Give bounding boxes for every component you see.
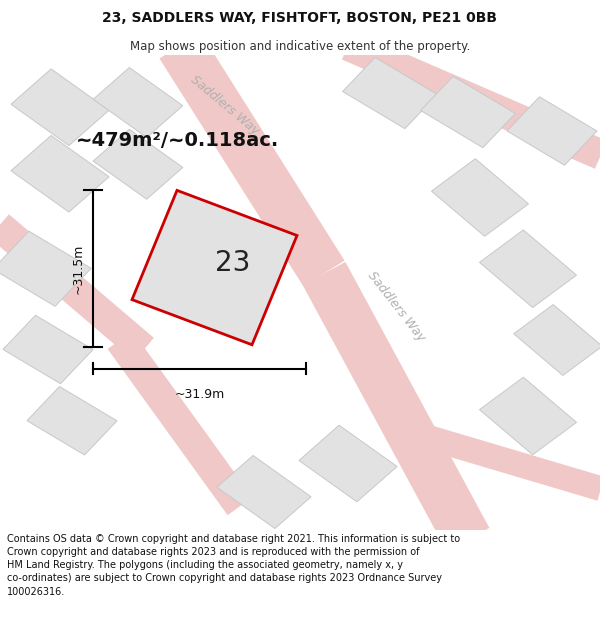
Text: Saddlers Way: Saddlers Way bbox=[365, 269, 427, 344]
Text: ~31.9m: ~31.9m bbox=[175, 389, 224, 401]
Polygon shape bbox=[217, 456, 311, 529]
Text: 23, SADDLERS WAY, FISHTOFT, BOSTON, PE21 0BB: 23, SADDLERS WAY, FISHTOFT, BOSTON, PE21… bbox=[103, 11, 497, 25]
Text: 23: 23 bbox=[215, 249, 250, 277]
Polygon shape bbox=[11, 69, 109, 146]
Polygon shape bbox=[93, 68, 183, 138]
Polygon shape bbox=[431, 159, 529, 236]
Text: Contains OS data © Crown copyright and database right 2021. This information is : Contains OS data © Crown copyright and d… bbox=[7, 534, 460, 597]
Text: ~479m²/~0.118ac.: ~479m²/~0.118ac. bbox=[76, 131, 278, 150]
Polygon shape bbox=[3, 315, 93, 384]
Polygon shape bbox=[93, 129, 183, 199]
Polygon shape bbox=[343, 58, 437, 129]
Polygon shape bbox=[479, 230, 577, 308]
Polygon shape bbox=[514, 304, 600, 376]
Polygon shape bbox=[27, 386, 117, 455]
Polygon shape bbox=[421, 76, 515, 148]
Text: Saddlers Way: Saddlers Way bbox=[188, 72, 262, 137]
Polygon shape bbox=[132, 191, 297, 345]
Polygon shape bbox=[0, 231, 91, 306]
Polygon shape bbox=[299, 425, 397, 502]
Polygon shape bbox=[11, 136, 109, 212]
Text: ~31.5m: ~31.5m bbox=[71, 244, 85, 294]
Polygon shape bbox=[479, 378, 577, 455]
Polygon shape bbox=[507, 97, 597, 165]
Text: Map shows position and indicative extent of the property.: Map shows position and indicative extent… bbox=[130, 39, 470, 52]
